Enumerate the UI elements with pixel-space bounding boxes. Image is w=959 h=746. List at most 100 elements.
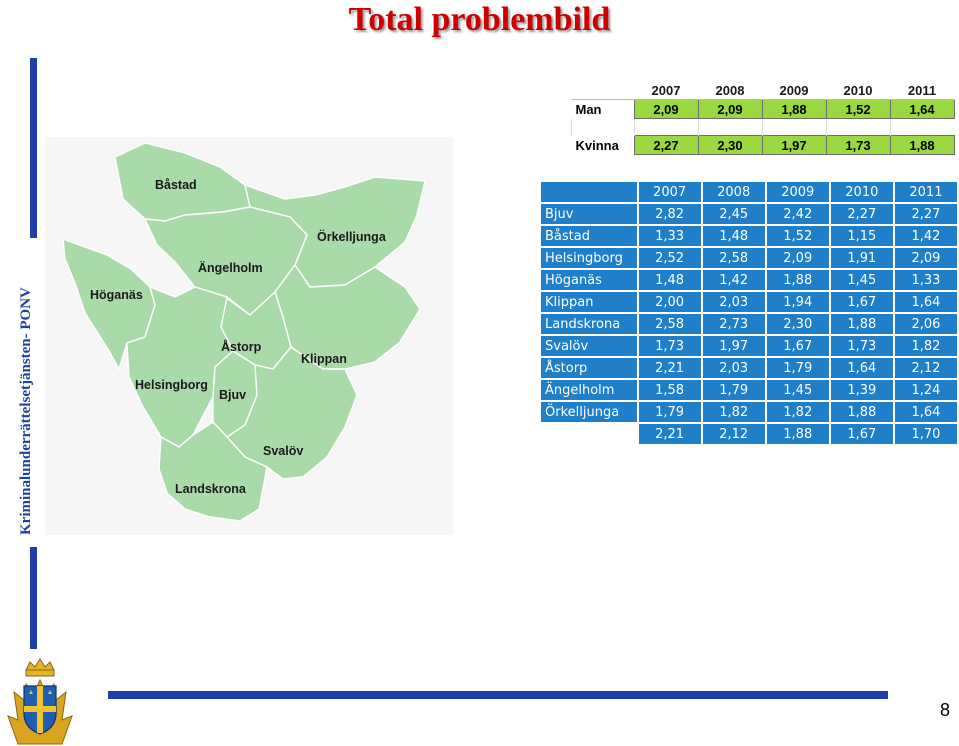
- table-cell: 1,45: [830, 270, 893, 290]
- year-header: 2011: [894, 182, 957, 202]
- map-label-astorp: Åstorp: [221, 339, 262, 354]
- table-cell: 2,73: [702, 314, 765, 334]
- table-cell: 2,06: [894, 314, 957, 334]
- table-cell: 1,64: [894, 292, 957, 312]
- map-region-svalov: [225, 346, 358, 480]
- table-cell: 2,09: [766, 248, 829, 268]
- gender-year-header: 2011: [890, 81, 954, 100]
- map-region-landskrona: [158, 421, 268, 522]
- year-header: 2010: [830, 182, 893, 202]
- year-header: 2009: [766, 182, 829, 202]
- police-emblem-icon: [7, 658, 73, 745]
- table-cell: 1,39: [830, 380, 893, 400]
- total-cell: 2,12: [702, 424, 765, 444]
- gender-cell: 1,97: [761, 135, 827, 155]
- table-total-row: 2,21 2,12 1,88 1,67 1,70: [541, 424, 957, 444]
- gender-cell: 1,64: [889, 99, 955, 119]
- municipality-name: Ängelholm: [541, 380, 637, 400]
- map-label-klippan: Klippan: [301, 352, 347, 366]
- table-cell: 1,94: [766, 292, 829, 312]
- table-cell: 1,97: [702, 336, 765, 356]
- map-label-svalov: Svalöv: [263, 444, 303, 458]
- gender-cell: 2,09: [633, 99, 699, 119]
- gender-cell: 2,30: [697, 135, 763, 155]
- table-cell: 1,67: [766, 336, 829, 356]
- table-cell: 1,88: [766, 270, 829, 290]
- table-row: Svalöv 1,73 1,97 1,67 1,73 1,82: [541, 336, 957, 356]
- gender-table-corner: [571, 81, 634, 100]
- table-cell: 2,82: [638, 204, 701, 224]
- table-cell: 1,58: [638, 380, 701, 400]
- municipality-name: Svalöv: [541, 336, 637, 356]
- map-label-orkelljunga: Örkelljunga: [317, 229, 387, 244]
- table-cell: 1,91: [830, 248, 893, 268]
- table-row: Klippan 2,00 2,03 1,94 1,67 1,64: [541, 292, 957, 312]
- year-header: 2007: [638, 182, 701, 202]
- table-cell: 1,88: [830, 314, 893, 334]
- table-cell: 1,79: [702, 380, 765, 400]
- table-row: Helsingborg 2,52 2,58 2,09 1,91 2,09: [541, 248, 957, 268]
- gender-cell: 1,73: [825, 135, 891, 155]
- map-label-helsingborg: Helsingborg: [135, 378, 208, 392]
- table-cell: 1,64: [830, 358, 893, 378]
- table-cell: 2,21: [638, 358, 701, 378]
- map-label-hoganas: Höganäs: [90, 288, 143, 302]
- table-cell: 2,03: [702, 292, 765, 312]
- year-header: 2008: [702, 182, 765, 202]
- gender-row-kvinna: Kvinna 2,27 2,30 1,97 1,73 1,88: [572, 135, 955, 155]
- table-cell: 2,03: [702, 358, 765, 378]
- table-cell: 1,82: [702, 402, 765, 422]
- gender-row-label: Man: [575, 101, 602, 117]
- table-cell: 1,79: [638, 402, 701, 422]
- gender-spacer-row: [571, 118, 954, 136]
- table-cell: 1,79: [766, 358, 829, 378]
- table-cell: 2,27: [894, 204, 957, 224]
- table-cell: 1,64: [894, 402, 957, 422]
- gender-row-man: Man 2,09 2,09 1,88 1,52 1,64: [572, 99, 955, 119]
- table-cell: 1,73: [830, 336, 893, 356]
- table-row: Ängelholm 1,58 1,79 1,45 1,39 1,24: [541, 380, 957, 400]
- table-cell: 2,42: [766, 204, 829, 224]
- municipality-name: Bjuv: [541, 204, 637, 224]
- gender-year-header: 2010: [826, 81, 890, 100]
- map-region-klippan: [274, 263, 421, 370]
- table-row: Örkelljunga 1,79 1,82 1,82 1,88 1,64: [541, 402, 957, 422]
- slide-title: Total problembild: [348, 1, 611, 38]
- municipality-name: Åstorp: [541, 358, 637, 378]
- municipality-name: Landskrona: [541, 314, 637, 334]
- map-label-landskrona: Landskrona: [175, 482, 247, 496]
- table-cell: 1,45: [766, 380, 829, 400]
- gender-year-header: 2009: [762, 81, 826, 100]
- table-cell: 1,33: [894, 270, 957, 290]
- table-row: Båstad 1,33 1,48 1,52 1,15 1,42: [541, 226, 957, 246]
- table-cell: 2,30: [766, 314, 829, 334]
- municipality-name: Båstad: [541, 226, 637, 246]
- municipality-table-corner: [541, 182, 637, 202]
- side-bar-bottom: [30, 547, 37, 649]
- total-cell: 1,70: [894, 424, 957, 444]
- municipality-name: Örkelljunga: [541, 402, 637, 422]
- table-row: Landskrona 2,58 2,73 2,30 1,88 2,06: [541, 314, 957, 334]
- total-row-label: [541, 424, 637, 444]
- table-cell: 1,82: [766, 402, 829, 422]
- table-row: Åstorp 2,21 2,03 1,79 1,64 2,12: [541, 358, 957, 378]
- table-cell: 1,67: [830, 292, 893, 312]
- table-cell: 2,52: [638, 248, 701, 268]
- total-cell: 1,67: [830, 424, 893, 444]
- table-cell: 1,42: [894, 226, 957, 246]
- gender-table: 2007 2008 2009 2010 2011 Man 2,09 2,09 1…: [571, 81, 955, 155]
- table-row: Bjuv 2,82 2,45 2,42 2,27 2,27: [541, 204, 957, 224]
- map-label-bastad: Båstad: [155, 178, 197, 192]
- municipality-table-header: 2007 2008 2009 2010 2011: [541, 182, 957, 202]
- gender-cell: 1,88: [889, 135, 955, 155]
- region-map: Båstad Örkelljunga Ängelholm Höganäs Åst…: [45, 137, 453, 535]
- gender-row-label: Kvinna: [575, 137, 619, 153]
- map-label-angelholm: Ängelholm: [198, 260, 263, 275]
- table-cell: 2,58: [638, 314, 701, 334]
- table-cell: 2,45: [702, 204, 765, 224]
- table-row: Höganäs 1,48 1,42 1,88 1,45 1,33: [541, 270, 957, 290]
- table-cell: 1,42: [702, 270, 765, 290]
- table-cell: 1,48: [702, 226, 765, 246]
- municipality-table: 2007 2008 2009 2010 2011 Bjuv 2,82 2,45 …: [539, 180, 959, 446]
- table-cell: 1,24: [894, 380, 957, 400]
